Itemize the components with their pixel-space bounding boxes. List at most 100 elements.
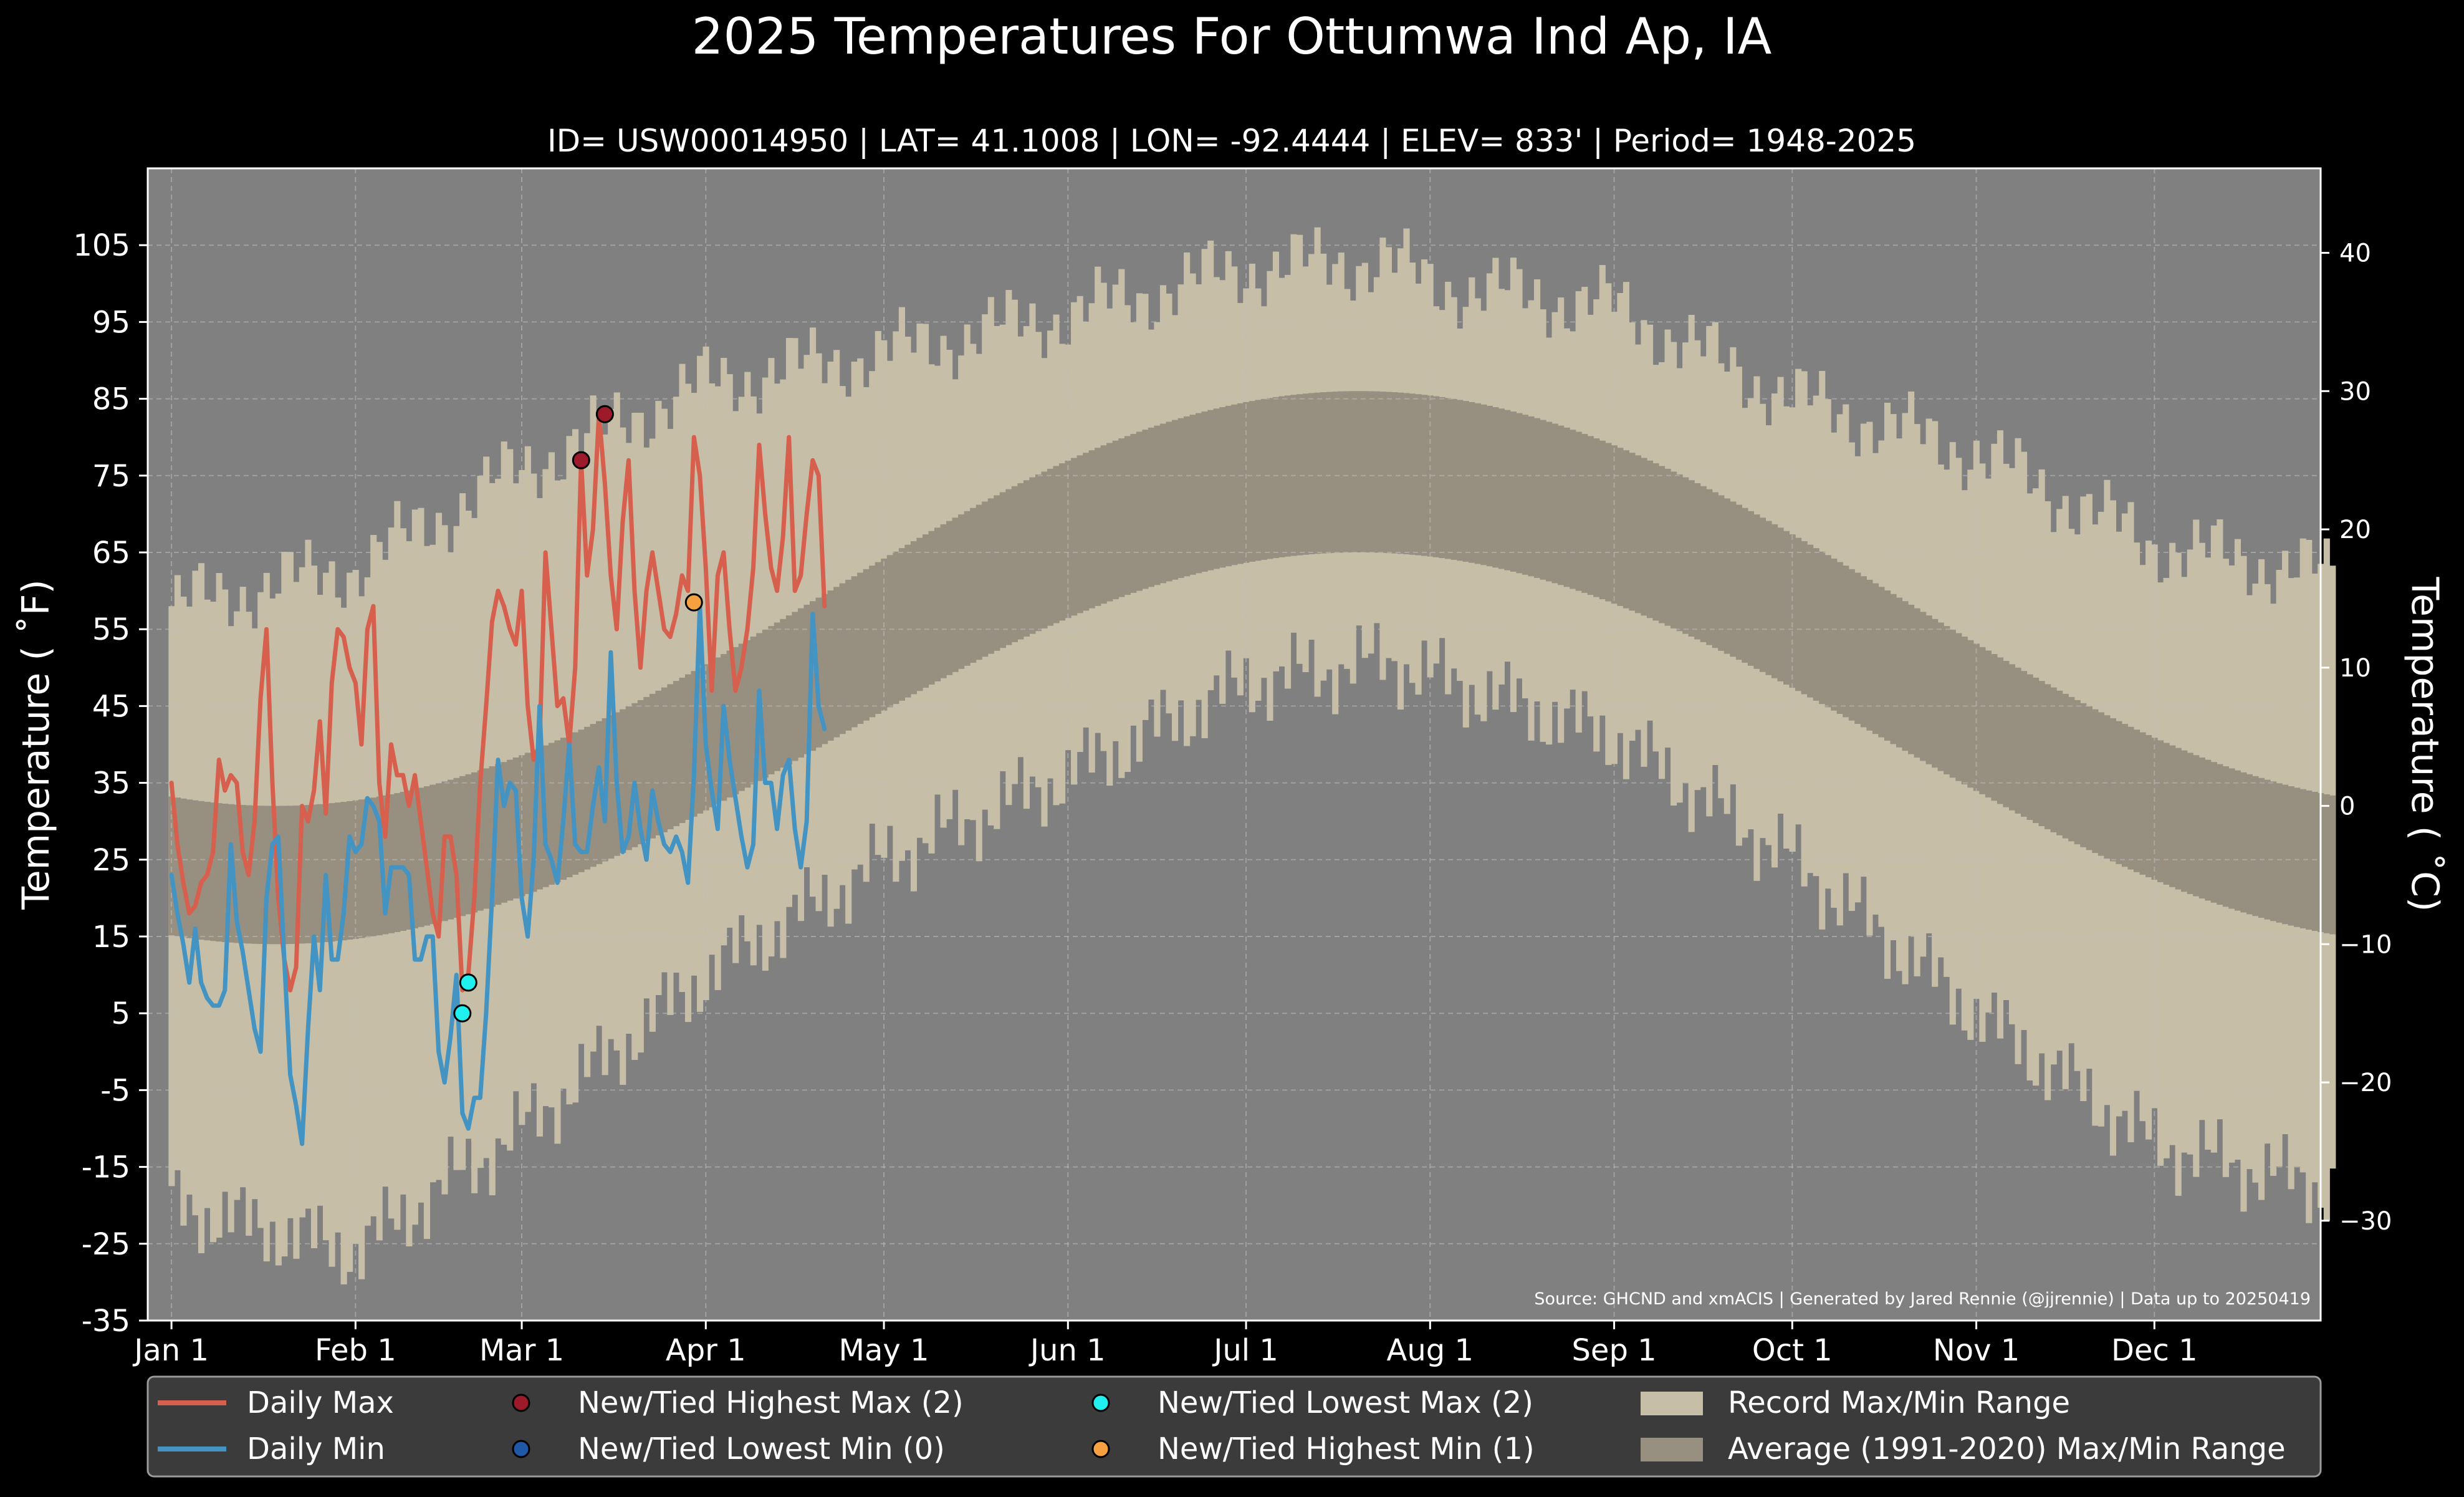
normal-range-bar [2127, 726, 2134, 870]
record-range-bar [721, 358, 727, 946]
normal-range-bar [2104, 715, 2111, 859]
normal-range-bar [376, 796, 383, 936]
record-markers [453, 405, 703, 1023]
legend-swatch-normal-range [1641, 1438, 1703, 1461]
normal-range-bar [1831, 558, 1838, 711]
normal-range-bar [2045, 684, 2051, 829]
normal-range-bar [477, 770, 484, 911]
normal-range-bar [1522, 415, 1529, 575]
normal-range-bar [744, 640, 751, 788]
legend-label-highest-max: New/Tied Highest Max (2) [578, 1385, 964, 1420]
normal-range-bar [1735, 504, 1742, 660]
normal-range-bar [1136, 431, 1143, 591]
normal-range-bar [1629, 453, 1636, 611]
plot-frame [146, 167, 2322, 1322]
normal-range-bar [928, 531, 935, 685]
normal-range-bar [239, 805, 246, 943]
normal-range-bar [394, 793, 401, 932]
normal-range-bar [1213, 408, 1220, 569]
normal-range-bar [1469, 402, 1475, 563]
normal-range-bar [1991, 654, 1998, 801]
normal-range-bar [406, 790, 413, 930]
normal-range-bar [922, 534, 929, 688]
legend-label-lowest-min: New/Tied Lowest Min (0) [578, 1432, 945, 1466]
x-tick-label: Oct 1 [1752, 1333, 1833, 1368]
normal-range-bar [1445, 398, 1452, 559]
normal-range-bar [797, 608, 805, 758]
normal-range-bar [1207, 410, 1214, 570]
normal-range-bar [1718, 495, 1725, 651]
normal-range-bar [1196, 413, 1202, 574]
normal-range-bar [388, 794, 395, 933]
normal-range-bar [608, 715, 615, 859]
normal-range-bar [2222, 766, 2229, 907]
y-tick-label-left: 95 [92, 305, 130, 340]
x-axis: Jan 1 Feb 1 Mar 1 Apr 1 May 1 Jun 1 Jul 1 Aug 1… [132, 1321, 2198, 1368]
normal-range-bar [2181, 750, 2188, 892]
normal-range-bar [1041, 471, 1048, 628]
y-tick-label-right: −10 [2339, 930, 2392, 959]
normal-range-bar [1664, 468, 1671, 626]
normal-range-bar [637, 700, 644, 845]
normal-range-bar [370, 797, 377, 936]
normal-range-bar [673, 681, 680, 827]
normal-range-bar [328, 803, 335, 942]
y-tick-label-right: 40 [2339, 239, 2371, 268]
normal-range-bar [792, 612, 798, 761]
normal-range-bar [1385, 392, 1393, 554]
normal-range-bar [1742, 508, 1748, 663]
normal-range-bar [2050, 687, 2057, 832]
normal-range-bar [780, 619, 787, 768]
normal-range-bar [1510, 412, 1517, 572]
normal-range-bar [964, 511, 971, 666]
legend-marker-lowest-max [1091, 1394, 1110, 1412]
normal-range-bar [1148, 427, 1155, 587]
normal-range-bar [1462, 401, 1469, 562]
normal-range-bar [1159, 423, 1167, 584]
normal-range-bar [684, 674, 692, 821]
normal-range-bar [726, 650, 733, 798]
x-tick-label: Nov 1 [1933, 1333, 2020, 1368]
normal-range-bar [495, 764, 502, 905]
normal-range-bar [1029, 477, 1036, 634]
normal-range-bar [186, 799, 193, 938]
normal-range-bar [596, 721, 603, 864]
normal-range-bar [429, 784, 436, 925]
normal-range-bar [1646, 460, 1654, 619]
normal-range-bar [738, 643, 745, 791]
normal-range-bar [1373, 391, 1380, 553]
normal-range-bar [785, 615, 793, 764]
normal-range-bar [1813, 548, 1819, 701]
normal-range-bar [358, 799, 365, 938]
normal-range-bar [465, 774, 472, 915]
normal-range-bar [1053, 466, 1060, 623]
normal-range-bar [857, 572, 864, 724]
y-tick-label-left: 25 [92, 843, 130, 878]
daily-min-line [169, 604, 827, 1147]
normal-range-bar [1047, 468, 1054, 626]
normal-range-bar [1973, 643, 1980, 791]
normal-range-bar [584, 726, 591, 870]
normal-range-bar [2228, 768, 2235, 909]
normal-range-bar [2026, 674, 2033, 821]
y-tick-label-left: -35 [82, 1304, 130, 1339]
legend: Daily Max Daily Min New/Tied Highest Max… [146, 1375, 2322, 1478]
normal-range-bar [2062, 693, 2069, 839]
normal-range-bar [317, 804, 324, 943]
normal-range-bar [1260, 398, 1267, 560]
normal-range-bar [1255, 400, 1262, 561]
normal-range-bar [1249, 401, 1255, 562]
normal-range-bar [1914, 608, 1920, 758]
normal-range-bar [1154, 425, 1161, 585]
normal-range-bar [1836, 562, 1843, 715]
normal-range-bar [1967, 640, 1974, 788]
normal-range-bar [382, 795, 389, 935]
normal-range-bar [1659, 466, 1666, 623]
normal-range-bar [269, 806, 276, 945]
normal-range-bar [1961, 637, 1968, 784]
normal-range-bar [655, 690, 662, 835]
normal-range-bar [1237, 403, 1244, 564]
normal-range-bar [234, 804, 241, 943]
normal-range-bar [293, 805, 300, 944]
normal-range-bar [1344, 391, 1351, 553]
